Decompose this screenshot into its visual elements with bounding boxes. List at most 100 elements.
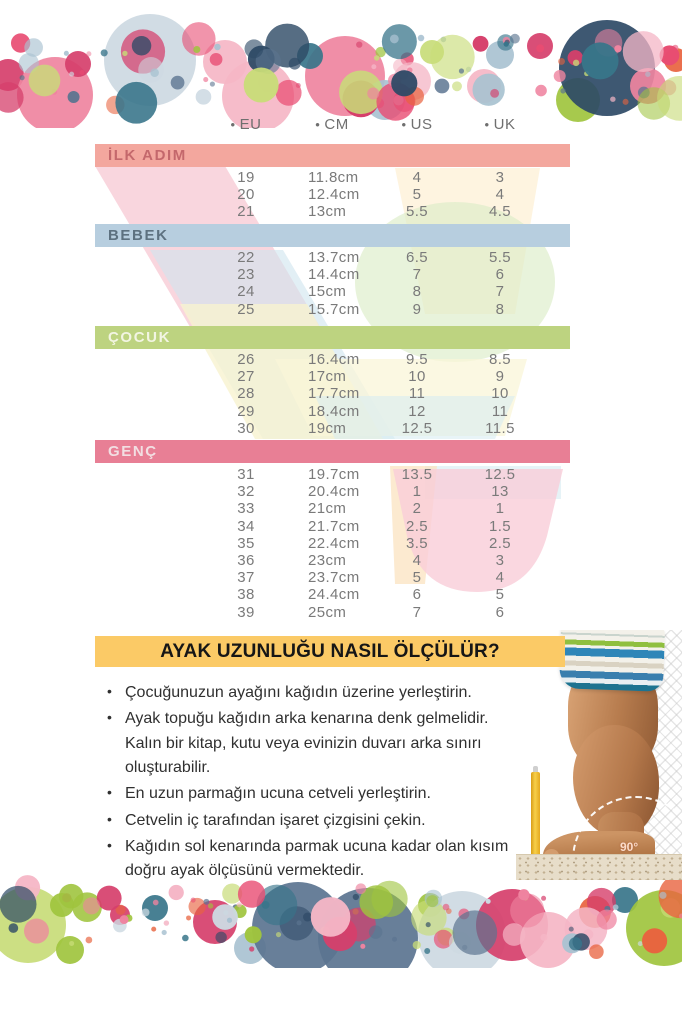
table-row: 23 14.4cm 7 6 bbox=[95, 266, 570, 283]
table-cell: 28 bbox=[237, 385, 255, 403]
table-row: 34 21.7cm 2.5 1.5 bbox=[95, 518, 570, 535]
table-cell: 1 bbox=[495, 500, 505, 518]
guide-bullet-text: Ayak topuğu kağıdın arka kenarına denk g… bbox=[125, 710, 489, 776]
table-row: 31 19.7cm 13.5 12.5 bbox=[95, 466, 570, 483]
table-row: 30 19cm 12.5 11.5 bbox=[95, 420, 570, 437]
table-cell: 6 bbox=[412, 586, 422, 604]
table-cell: 21.7cm bbox=[308, 517, 360, 535]
table-cell: 21 bbox=[237, 203, 255, 221]
column-header-us: • US bbox=[401, 116, 433, 133]
table-row: 22 13.7cm 6.5 5.5 bbox=[95, 249, 570, 266]
section-rows: 31 19.7cm 13.5 12.5 32 20.4cm 1 13 33 21cm 2 1 34 21.… bbox=[95, 466, 570, 621]
table-cell: 19.7cm bbox=[308, 466, 360, 483]
guide-bullet-item: • Cetvelin iç tarafından işaret çizgisini… bbox=[101, 809, 529, 833]
guide-bullet-item: • En uzun parmağın ucuna cetveli yerleşti… bbox=[101, 782, 529, 806]
table-cell: 34 bbox=[237, 517, 255, 535]
table-cell: 22 bbox=[237, 249, 255, 266]
section-bar: İLK ADIM bbox=[95, 144, 570, 167]
table-row: 29 18.4cm 12 11 bbox=[95, 403, 570, 420]
table-cell: 5 bbox=[495, 586, 505, 604]
column-header-cm: • CM bbox=[315, 116, 349, 133]
section-rows: 22 13.7cm 6.5 5.5 23 14.4cm 7 6 24 15cm 8 7 25 15.7cm… bbox=[95, 249, 570, 318]
table-cell: 22.4cm bbox=[308, 534, 360, 552]
table-row: 35 22.4cm 3.5 2.5 bbox=[95, 535, 570, 552]
table-row: 37 23.7cm 5 4 bbox=[95, 569, 570, 586]
striped-shorts bbox=[558, 630, 666, 692]
table-cell: 38 bbox=[237, 586, 255, 604]
table-cell: 36 bbox=[237, 551, 255, 569]
angle-label: 90° bbox=[620, 840, 639, 854]
table-row: 33 21cm 2 1 bbox=[95, 500, 570, 517]
table-cell: 24 bbox=[237, 283, 255, 301]
table-cell: 30 bbox=[237, 419, 255, 437]
table-cell: 20 bbox=[237, 186, 255, 204]
pencil-icon bbox=[531, 772, 540, 858]
table-cell: 5.5 bbox=[488, 249, 512, 266]
guide-bullet-item: • Çocuğunuzun ayağını kağıdın üzerine yer… bbox=[101, 681, 529, 705]
table-cell: 4 bbox=[495, 569, 505, 587]
section-bar: GENÇ bbox=[95, 440, 570, 463]
guide-bullet-item: • Kağıdın sol kenarında parmak ucuna kada… bbox=[101, 835, 529, 884]
guide-bullet-text: En uzun parmağın ucuna cetveli yerleştir… bbox=[125, 785, 431, 803]
measure-guide-list: • Çocuğunuzun ayağını kağıdın üzerine yer… bbox=[101, 681, 529, 886]
table-cell: 32 bbox=[237, 483, 255, 501]
table-cell: 1.5 bbox=[488, 517, 512, 535]
guide-bullet-text: Çocuğunuzun ayağını kağıdın üzerine yerl… bbox=[125, 684, 472, 701]
bullet-dot-icon: • bbox=[107, 683, 112, 699]
bullet-dot-icon: • bbox=[107, 810, 112, 827]
table-row: 26 16.4cm 9.5 8.5 bbox=[95, 351, 570, 368]
measure-guide-title: AYAK UZUNLUĞU NASIL ÖLÇÜLÜR? bbox=[95, 636, 565, 667]
bottom-dots-border bbox=[0, 874, 682, 968]
section-rows: 19 11.8cm 4 3 20 12.4cm 5 4 21 13cm 5.5 4.5 bbox=[95, 169, 570, 221]
table-cell: 24.4cm bbox=[308, 586, 360, 604]
guide-bullet-text: Cetvelin iç tarafından işaret çizgisini … bbox=[125, 811, 426, 829]
table-cell: 20.4cm bbox=[308, 483, 360, 501]
column-header-eu: • EU bbox=[230, 116, 262, 133]
table-cell: 37 bbox=[237, 569, 255, 587]
baby-foot-photo: 90° bbox=[516, 630, 682, 880]
table-row: 27 17cm 10 9 bbox=[95, 368, 570, 385]
table-cell: 8 bbox=[495, 300, 505, 318]
table-cell: 23.7cm bbox=[308, 569, 360, 587]
bullet-dot-icon: • bbox=[107, 709, 112, 726]
table-cell: 8.5 bbox=[488, 351, 512, 368]
section-bar: ÇOCUK bbox=[95, 326, 570, 349]
table-cell: 11 bbox=[491, 402, 509, 420]
table-cell: 21cm bbox=[308, 500, 347, 518]
table-cell: 12.5 bbox=[484, 466, 516, 483]
table-cell: 6 bbox=[495, 603, 505, 621]
table-row: 32 20.4cm 1 13 bbox=[95, 483, 570, 500]
guide-bullet-text: Kağıdın sol kenarında parmak ucuna kadar… bbox=[125, 837, 509, 880]
table-cell: 39 bbox=[237, 603, 255, 621]
table-cell: 31 bbox=[237, 466, 255, 483]
bullet-dot-icon: • bbox=[401, 117, 407, 132]
table-cell: 10 bbox=[491, 385, 509, 403]
column-header-uk: • UK bbox=[484, 116, 516, 133]
table-cell: 25cm bbox=[308, 603, 347, 621]
table-cell: 4 bbox=[495, 186, 505, 204]
table-cell: 23 bbox=[237, 266, 255, 284]
table-row: 25 15.7cm 9 8 bbox=[95, 301, 570, 318]
table-cell: 23cm bbox=[308, 551, 347, 569]
table-cell: 11.5 bbox=[485, 419, 515, 437]
bullet-dot-icon: • bbox=[107, 836, 112, 853]
table-cell: 29 bbox=[237, 402, 255, 420]
table-cell: 6 bbox=[495, 266, 505, 284]
table-cell: 33 bbox=[237, 500, 255, 518]
table-cell: 2.5 bbox=[488, 534, 512, 552]
table-row: 21 13cm 5.5 4.5 bbox=[95, 203, 570, 220]
table-cell: 3 bbox=[495, 551, 505, 569]
pencil-tip bbox=[533, 766, 538, 773]
table-cell: 25 bbox=[237, 300, 255, 318]
bullet-dot-icon: • bbox=[107, 784, 112, 801]
table-row: 39 25cm 7 6 bbox=[95, 604, 570, 621]
table-cell: 26 bbox=[237, 351, 255, 368]
table-row: 20 12.4cm 5 4 bbox=[95, 186, 570, 203]
table-cell: 7 bbox=[412, 603, 422, 621]
section-rows: 26 16.4cm 9.5 8.5 27 17cm 10 9 28 17.7cm 11 10 29 18.… bbox=[95, 351, 570, 437]
guide-bullet-item: • Ayak topuğu kağıdın arka kenarına denk … bbox=[101, 707, 529, 780]
bullet-dot-icon: • bbox=[315, 117, 321, 132]
table-cell: 4.5 bbox=[488, 203, 512, 221]
bullet-dot-icon: • bbox=[230, 117, 236, 132]
